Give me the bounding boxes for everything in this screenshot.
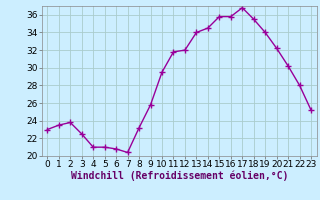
X-axis label: Windchill (Refroidissement éolien,°C): Windchill (Refroidissement éolien,°C) <box>70 171 288 181</box>
